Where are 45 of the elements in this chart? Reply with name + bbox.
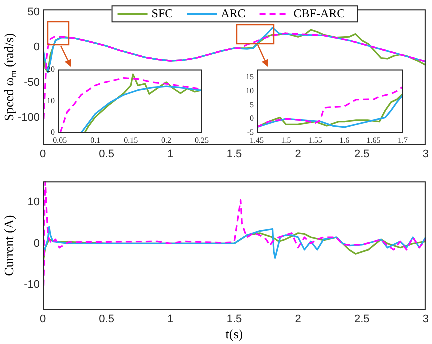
y-tick-label: -5 <box>247 128 254 138</box>
x-tick-label: 1.45 <box>250 136 264 145</box>
x-tick-label: 1.7 <box>398 136 408 145</box>
y-tick-label: 5 <box>250 100 254 110</box>
x-tick-label: 1.5 <box>226 148 242 161</box>
x-tick-label: 3 <box>422 148 430 161</box>
x-tick-label: 0.5 <box>99 314 114 326</box>
y-tick-label: -50 <box>24 76 40 89</box>
x-tick-label: 0.25 <box>195 136 209 145</box>
x-tick-label: 1 <box>168 148 174 161</box>
line-series <box>257 86 403 128</box>
y-tick-label: 0 <box>250 114 254 124</box>
y-tick-label: 0 <box>51 128 55 138</box>
y-tick-label: 10 <box>47 96 55 106</box>
y-tick-label: -100 <box>18 112 40 124</box>
y-tick-label: 10 <box>246 86 254 96</box>
line-series <box>60 78 202 133</box>
y-tick-label: 0 <box>34 42 40 54</box>
x-tick-label: 1.55 <box>308 136 322 145</box>
y-axis-title: Current (A) <box>1 215 16 276</box>
y-tick-label: -10 <box>24 279 40 292</box>
x-tick-label: 2.5 <box>354 314 370 326</box>
y-tick-label: 50 <box>28 6 40 18</box>
x-tick-label: 1.5 <box>281 136 292 145</box>
x-tick-label: 1.65 <box>366 136 381 145</box>
x-tick-label: 2 <box>295 148 302 161</box>
x-tick-label: 0.05 <box>53 136 68 145</box>
x-tick-label: 2 <box>295 314 302 326</box>
x-tick-label: 1.6 <box>340 136 350 145</box>
x-tick-label: 3 <box>422 314 430 326</box>
x-tick-label: 0.5 <box>99 148 114 161</box>
x-tick-label: 0.15 <box>124 136 138 145</box>
x-tick-label: 1 <box>168 314 174 326</box>
y-tick-label: 0 <box>34 238 40 250</box>
legend-label: ARC <box>221 6 246 20</box>
x-tick-label: 1.5 <box>226 314 242 326</box>
legend-label: SFC <box>152 6 174 20</box>
x-tick-label: 0.1 <box>90 136 101 145</box>
x-tick-label: 0.2 <box>162 136 172 145</box>
y-tick-label: 10 <box>28 196 40 208</box>
legend-label: CBF-ARC <box>294 6 346 20</box>
y-tick-label: 15 <box>246 72 254 82</box>
y-axis-title: Speed ωm (rad/s) <box>1 33 18 122</box>
x-tick-label: 2.5 <box>354 148 370 161</box>
x-axis-title: t(s) <box>226 326 244 342</box>
